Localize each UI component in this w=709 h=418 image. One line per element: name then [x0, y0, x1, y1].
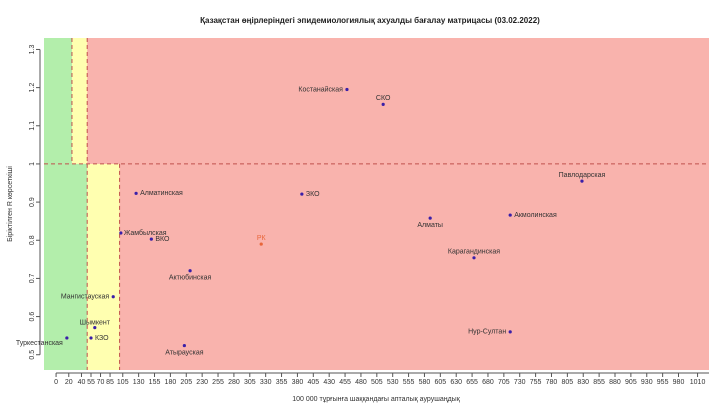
- point-label: Туркестанская: [16, 340, 63, 347]
- x-tick-label: 480: [355, 379, 367, 386]
- point: [89, 336, 93, 340]
- y-tick-label: 1: [29, 162, 36, 166]
- x-tick-label: 955: [657, 379, 669, 386]
- x-tick-label: 85: [106, 379, 114, 386]
- y-tick-label: 0.7: [29, 273, 36, 283]
- point: [182, 343, 186, 348]
- x-tick-label: 355: [276, 379, 288, 386]
- point-label: Атырауская: [165, 349, 203, 356]
- zone-yellow: [87, 163, 120, 370]
- x-tick-label: 855: [593, 379, 605, 386]
- y-tick-label: 0.8: [29, 235, 36, 245]
- x-tick-label: 430: [323, 379, 335, 386]
- point: [65, 336, 69, 340]
- point-label: Нур-Султан: [468, 329, 506, 336]
- point: [508, 213, 512, 217]
- x-tick-label: 70: [97, 379, 105, 386]
- x-tick-label: 330: [260, 379, 272, 386]
- x-tick-label: 20: [65, 379, 73, 386]
- point: [472, 256, 476, 260]
- x-tick-label: 205: [180, 379, 192, 386]
- point-label: Алматинская: [140, 190, 183, 197]
- x-tick-label: 130: [133, 379, 145, 386]
- x-tick-label: 505: [371, 379, 383, 386]
- x-tick-label: 705: [498, 379, 510, 386]
- point-label: Алматы: [417, 222, 443, 229]
- point: [119, 231, 123, 235]
- point-label: Карагандинская: [448, 249, 500, 256]
- point-label: Актюбинская: [169, 274, 212, 282]
- x-tick-label: 455: [339, 379, 351, 386]
- point-label: Павлодарская: [559, 172, 606, 179]
- y-tick-label: 0.6: [29, 312, 36, 322]
- x-tick-label: 280: [228, 379, 240, 386]
- y-tick-label: 1.2: [29, 83, 36, 93]
- point-label: Жамбылская: [124, 229, 167, 237]
- x-axis-label: 100 000 тұрғынға шаққандағы апталық ауру…: [292, 396, 460, 403]
- x-tick-label: 55: [87, 379, 95, 386]
- x-tick-label: 40: [78, 379, 86, 386]
- x-tick-label: 305: [244, 379, 256, 386]
- point-label: РК: [257, 235, 267, 242]
- y-tick-label: 0.9: [29, 197, 36, 207]
- x-tick-label: 880: [609, 379, 621, 386]
- y-tick-label: 1.3: [29, 44, 36, 54]
- x-tick-label: 155: [149, 379, 161, 386]
- point: [188, 269, 192, 273]
- point: [428, 216, 432, 220]
- x-tick-label: 380: [292, 379, 304, 386]
- zone-yellow: [71, 38, 88, 164]
- point-label: Шымкент: [80, 319, 111, 326]
- x-tick-label: 830: [577, 379, 589, 386]
- x-tick-label: 555: [403, 379, 415, 386]
- x-tick-label: 180: [165, 379, 177, 386]
- point-label: ВКО: [155, 236, 170, 243]
- point-label: Мангистауская: [61, 294, 110, 301]
- point: [508, 330, 512, 334]
- x-tick-label: 930: [641, 379, 653, 386]
- x-tick-label: 905: [625, 379, 637, 386]
- zone-red: [44, 38, 709, 370]
- x-tick-label: 230: [196, 379, 208, 386]
- x-tick-label: 805: [562, 379, 574, 386]
- point-label: КЗО: [95, 335, 109, 342]
- x-tick-label: 655: [466, 379, 478, 386]
- point: [134, 191, 138, 195]
- y-tick-label: 1.1: [29, 121, 36, 131]
- x-tick-label: 680: [482, 379, 494, 386]
- x-tick-label: 580: [419, 379, 431, 386]
- x-tick-label: 980: [673, 379, 685, 386]
- point-label: СКО: [376, 95, 391, 102]
- point: [580, 179, 584, 183]
- zone-green: [44, 38, 72, 164]
- x-tick-label: 530: [387, 379, 399, 386]
- zone-green: [44, 163, 88, 370]
- chart-title: Қазақстан өңірлеріндегі эпидемиологиялық…: [200, 16, 540, 25]
- x-tick-label: 0: [54, 379, 58, 386]
- x-tick-label: 605: [434, 379, 446, 386]
- point: [149, 237, 153, 241]
- x-tick-label: 1010: [690, 379, 706, 386]
- x-tick-label: 630: [450, 379, 462, 386]
- x-tick-label: 405: [307, 379, 319, 386]
- point: [259, 242, 263, 246]
- x-tick-label: 730: [514, 379, 526, 386]
- point: [381, 102, 385, 106]
- point-label: ЗКО: [306, 191, 320, 198]
- point-label: Костанайская: [298, 85, 343, 93]
- point: [300, 192, 304, 196]
- x-tick-label: 255: [212, 379, 224, 386]
- point: [345, 87, 349, 92]
- x-tick-label: 755: [530, 379, 542, 386]
- point: [93, 326, 97, 330]
- point-label: Акмолинская: [514, 212, 557, 219]
- y-axis-label: Біріктілген R көрсеткіші: [6, 166, 14, 242]
- x-tick-label: 105: [117, 379, 129, 386]
- point: [111, 295, 115, 299]
- y-tick-label: 0.5: [29, 350, 36, 360]
- x-tick-label: 780: [546, 379, 558, 386]
